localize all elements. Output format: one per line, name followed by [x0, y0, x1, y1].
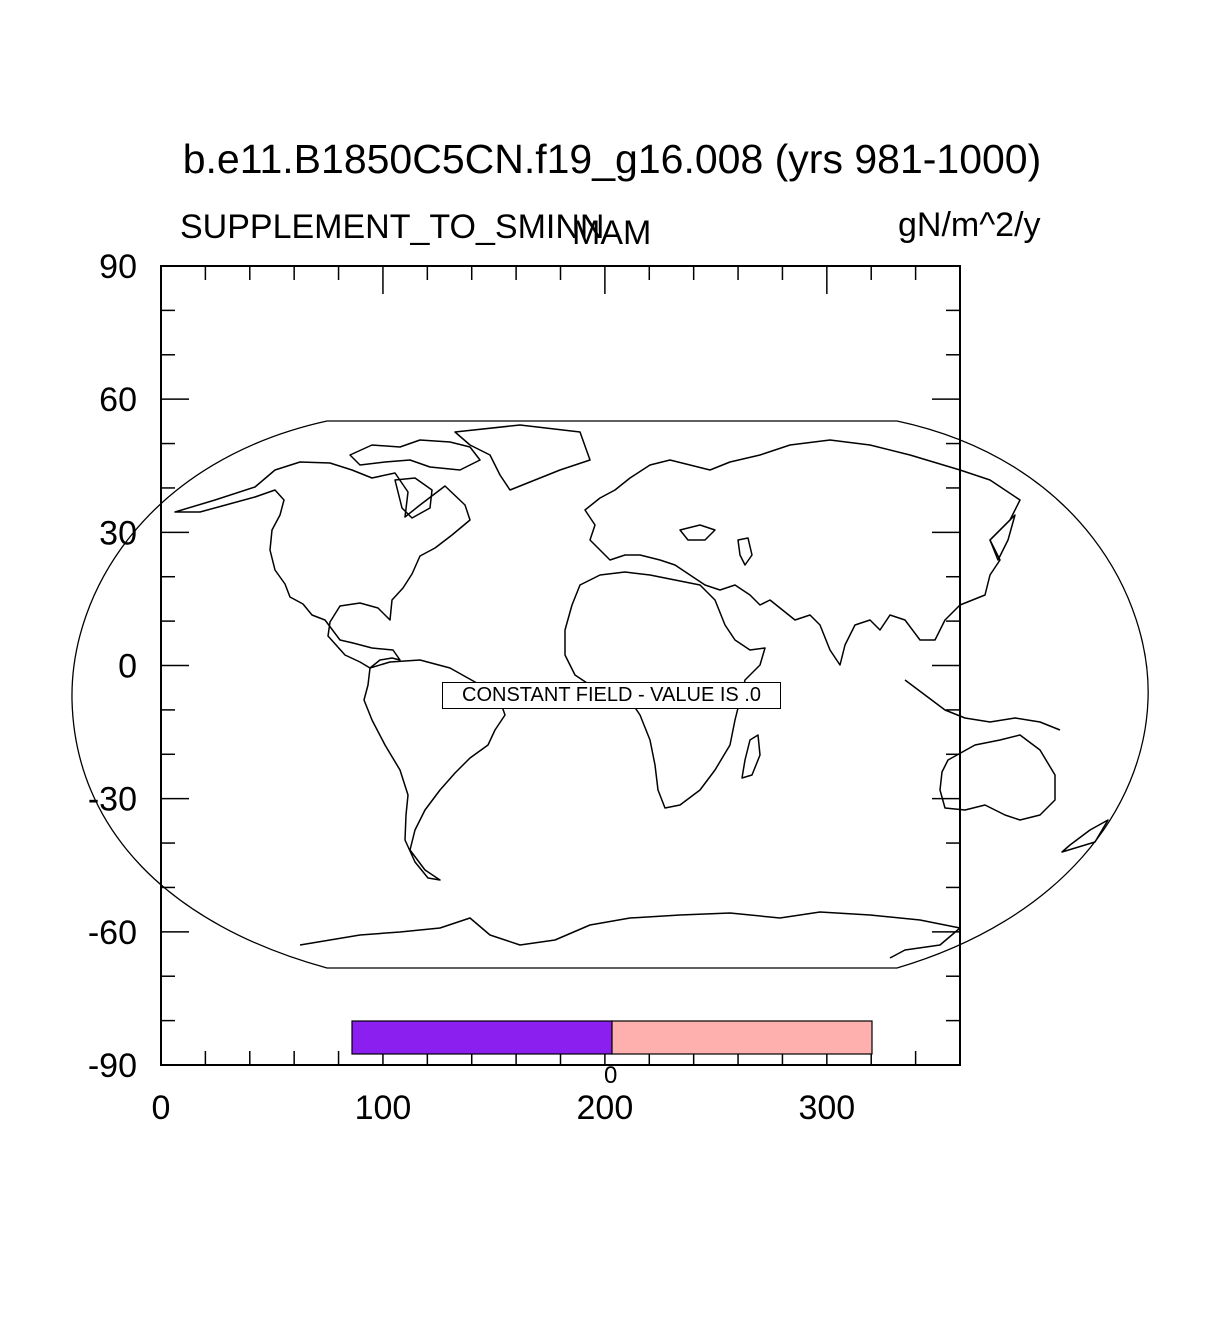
madagascar-coast [741, 734, 761, 779]
y-tick-label: -30 [88, 781, 137, 819]
x-tick-label: 100 [355, 1089, 412, 1127]
australia-coast [939, 734, 1056, 821]
axis-ticks [160, 265, 961, 1066]
new-zealand [1061, 819, 1109, 853]
plot-title: b.e11.B1850C5CN.f19_g16.008 (yrs 981-100… [182, 136, 1042, 182]
japan [989, 514, 1016, 561]
variable-name: SUPPLEMENT_TO_SMINN [180, 208, 605, 246]
se-asia-islands [904, 679, 1061, 731]
x-axis-labels: 0 100 200 300 [152, 1089, 856, 1127]
y-tick-label: 90 [99, 248, 137, 286]
labelbar-box-high [611, 1020, 873, 1055]
antarctica-coast [299, 911, 961, 959]
hudson-bay [394, 477, 433, 519]
black-sea [679, 524, 716, 541]
y-tick-label: -90 [88, 1047, 137, 1085]
greenland-coast [454, 424, 591, 491]
y-tick-label: 0 [118, 648, 137, 686]
x-tick-label: 200 [577, 1089, 634, 1127]
north-america-coast [174, 461, 471, 669]
arctic-islands [349, 439, 481, 471]
labelbar-box-low [351, 1020, 613, 1055]
y-tick-label: 30 [99, 514, 137, 552]
x-tick-label: 0 [152, 1089, 171, 1127]
y-tick-label: -60 [88, 914, 137, 952]
constant-field-message: CONSTANT FIELD - VALUE IS .0 [442, 682, 781, 709]
units-label: gN/m^2/y [898, 206, 1041, 244]
globe-outline [71, 420, 1149, 969]
y-tick-label: 60 [99, 381, 137, 419]
x-tick-label: 300 [798, 1089, 855, 1127]
caspian-sea [737, 537, 753, 566]
y-axis-labels: 90 60 30 0 -30 -60 -90 [88, 248, 137, 1085]
season-label: MAM [572, 214, 652, 252]
labelbar-label: 0 [604, 1062, 618, 1089]
eurasia-coast [584, 439, 1021, 666]
